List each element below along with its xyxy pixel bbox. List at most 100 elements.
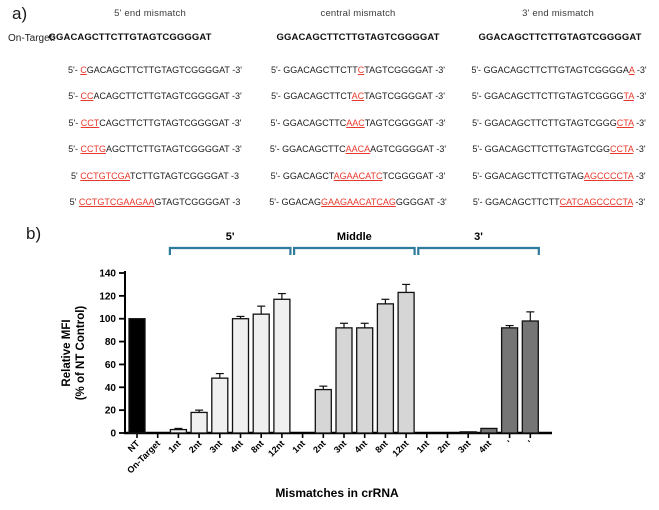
seq-suffix: -3' xyxy=(633,144,646,155)
x-tick-label-8nt: 8nt xyxy=(249,438,266,455)
group-bracket-Middle xyxy=(293,246,416,255)
seq-match-left: GGACAGCTTC xyxy=(282,144,346,155)
seq-prefix: 5'- xyxy=(472,170,485,181)
seq-suffix: -3' xyxy=(229,144,242,155)
seq-prefix: 5' xyxy=(70,170,81,181)
seq-mismatch: C xyxy=(357,65,365,75)
bar-10-3nt xyxy=(335,327,353,434)
sequence-central-row-1: 5'- GGACAGCTTCTTCTAGTCGGGGAT -3' xyxy=(258,64,458,77)
seq-match-right: CAGCTTCTTGTAGTCGGGGAT xyxy=(99,117,230,128)
y-tick-label: 140 xyxy=(99,269,116,280)
column-header-3prime-mismatch: 3' end mismatch xyxy=(522,8,594,19)
y-tick-label: 40 xyxy=(105,383,117,394)
sequence-5prime-row-1: 5'- CGACAGCTTCTTGTAGTCGGGGAT -3' xyxy=(55,64,255,77)
seq-prefix: 5'- xyxy=(269,144,283,155)
x-tick-label-1nt: 1nt xyxy=(290,438,307,455)
seq-match-right: GACAGCTTCTTGTAGTCGGGGAT xyxy=(86,65,230,75)
seq-prefix: 5'- xyxy=(270,170,283,181)
sequence-3prime-row-3: 5'- GGACAGCTTCTTGTAGTCGGGCTA -3' xyxy=(459,117,659,130)
seq-suffix: -3' xyxy=(229,91,242,102)
seq-prefix: 5'- xyxy=(68,144,81,155)
seq-match-left: GGACAGCT xyxy=(282,170,334,181)
seq-match-left: GGACAGCTTCTTGTAGTCGG xyxy=(484,144,610,155)
x-tick-label-': ' xyxy=(526,438,535,447)
seq-mismatch: AC xyxy=(351,91,365,102)
seq-mismatch: AAC xyxy=(346,117,365,128)
y-tick-label: 80 xyxy=(105,337,117,348)
y-axis-title-line1: Relative MFI xyxy=(61,319,73,386)
sequence-3prime-row-6: 5'- GGACAGCTTCTTCATCAGCCCCTA -3' xyxy=(459,196,659,209)
group-bracket-5' xyxy=(168,246,292,255)
seq-mismatch: CATCAGCCCCTA xyxy=(559,197,633,207)
x-tick-label-NT: NT xyxy=(126,438,142,454)
seq-prefix: 5'- xyxy=(271,65,284,75)
seq-suffix: -3' xyxy=(433,144,447,155)
panel-a: a) 5' end mismatch central mismatch 3' e… xyxy=(0,0,659,222)
bar-3-2nt xyxy=(190,411,208,434)
sequence-grid: 5'- CGACAGCTTCTTGTAGTCGGGGAT -3' 5'- CCAC… xyxy=(0,64,659,224)
group-label-3': 3' xyxy=(474,231,483,243)
sequence-5prime-row-2: 5'- CCACAGCTTCTTGTAGTCGGGGAT -3' xyxy=(55,90,255,103)
sequence-central-row-4: 5'- GGACAGCTTCAACAAGTCGGGGAT -3' xyxy=(258,143,458,156)
on-target-label: On-Target: xyxy=(8,33,56,44)
seq-prefix: 5'- xyxy=(269,197,282,207)
seq-prefix: 5'- xyxy=(68,65,81,75)
seq-mismatch: CCTGTCGAAGAA xyxy=(78,197,155,207)
seq-match-right: ACAGCTTCTTGTAGTCGGGGAT xyxy=(93,91,230,102)
sequence-5prime-row-4: 5'- CCTGAGCTTCTTGTAGTCGGGGAT -3' xyxy=(55,143,255,156)
bar-6-8nt xyxy=(252,313,270,434)
seq-suffix: -3' xyxy=(633,117,646,128)
group-label-5': 5' xyxy=(226,231,235,243)
bar-13-12nt xyxy=(397,291,415,434)
y-tick-label: 120 xyxy=(99,291,116,302)
seq-match-left: GGACAGCTTC xyxy=(282,117,347,128)
seq-prefix: 5' xyxy=(69,197,79,207)
sequence-central-row-6: 5'- GGACAGGAAGAACATCAGGGGGAT -3' xyxy=(258,196,458,209)
sequence-3prime-row-5: 5'- GGACAGCTTCTTGTAGAGCCCCTA -3' xyxy=(459,170,659,183)
x-tick-label-2nt: 2nt xyxy=(435,438,452,455)
x-tick-label-': ' xyxy=(505,438,514,447)
seq-mismatch: AGAACATC xyxy=(333,170,383,181)
seq-match-left: GGACAGCTTCTT xyxy=(485,197,560,207)
sequence-3prime-row-2: 5'- GGACAGCTTCTTGTAGTCGGGGTA -3' xyxy=(459,90,659,103)
seq-suffix: -3' xyxy=(433,170,446,181)
sequence-3prime-row-1: 5'- GGACAGCTTCTTGTAGTCGGGGAA -3' xyxy=(459,64,659,77)
column-header-5prime-mismatch: 5' end mismatch xyxy=(114,8,186,19)
seq-match-left: GGACAGCTTCT xyxy=(283,91,352,102)
seq-match-right: AGTCGGGGAT xyxy=(370,144,434,155)
on-target-sequence-3prime: GGACAGCTTCTTGTAGTCGGGGAT xyxy=(478,32,642,43)
x-tick-label-2nt: 2nt xyxy=(187,438,204,455)
seq-prefix: 5'- xyxy=(270,117,283,128)
seq-mismatch: CCTGTCGA xyxy=(80,170,131,181)
seq-prefix: 5'- xyxy=(472,117,485,128)
seq-match-right: AGCTTCTTGTAGTCGGGGAT xyxy=(106,144,230,155)
seq-match-right: GTAGTCGGGGAT xyxy=(154,197,230,207)
seq-prefix: 5'- xyxy=(472,144,485,155)
seq-suffix: -3' xyxy=(229,117,242,128)
seq-match-right: TCTTGTAGTCGGGGAT xyxy=(130,170,229,181)
group-bracket-3' xyxy=(417,246,540,255)
seq-match-left: GGACAGCTTCTTGTAG xyxy=(484,170,584,181)
x-tick-label-3nt: 3nt xyxy=(208,438,225,455)
y-axis-title-line2: (% of NT Control) xyxy=(75,306,87,401)
bar-9-2nt xyxy=(314,388,332,434)
seq-mismatch: A xyxy=(628,65,635,75)
seq-match-right: TAGTCGGGGAT xyxy=(364,65,433,75)
seq-mismatch: AACA xyxy=(345,144,371,155)
x-tick-label-12nt: 12nt xyxy=(266,438,286,458)
seq-mismatch: C xyxy=(80,65,87,75)
bar-18-' xyxy=(500,327,519,434)
y-tick-label: 60 xyxy=(105,360,117,371)
y-tick-label: 20 xyxy=(105,406,117,417)
group-label-Middle: Middle xyxy=(337,231,372,243)
bar-16-3nt xyxy=(459,431,477,434)
seq-suffix: -3' xyxy=(432,65,445,75)
panel-b-label: b) xyxy=(26,224,42,243)
seq-mismatch: CCT xyxy=(80,117,100,128)
bar-12-8nt xyxy=(376,303,395,434)
seq-suffix: -3 xyxy=(229,197,241,207)
x-tick-label-4nt: 4nt xyxy=(352,438,369,455)
seq-mismatch: AGCCCCTA xyxy=(584,170,634,181)
sequence-central-row-5: 5'- GGACAGCTAGAACATCTCGGGGAT -3' xyxy=(258,170,458,183)
